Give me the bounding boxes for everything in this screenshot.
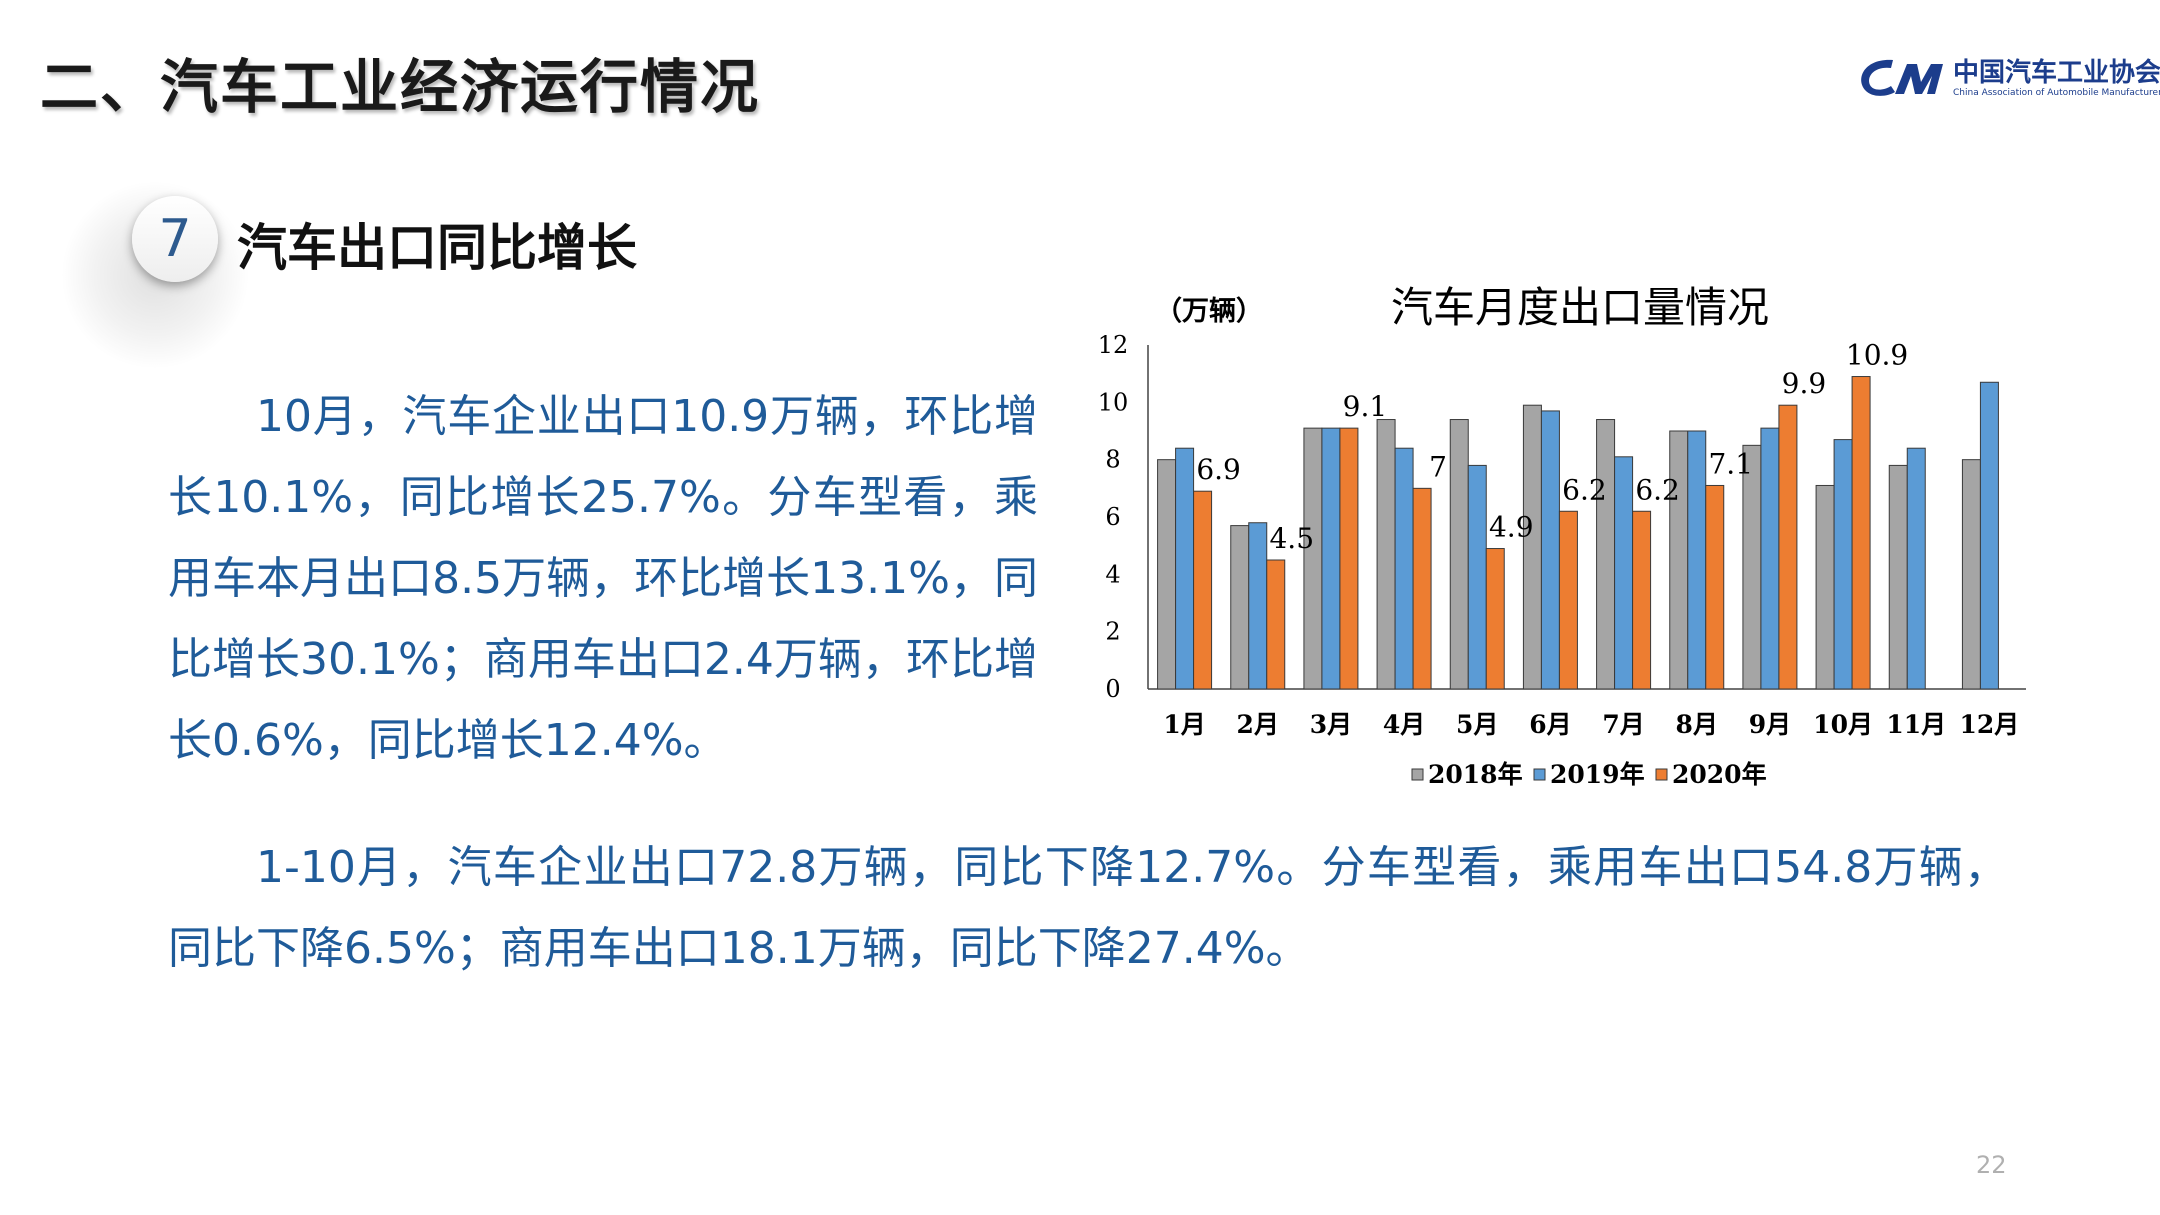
- x-tick-label: 4月: [1383, 710, 1425, 739]
- caam-logo-mark-icon: [1861, 59, 1943, 96]
- page-number: 22: [1976, 1151, 2007, 1179]
- x-tick-label: 2月: [1237, 710, 1279, 739]
- chart-title: 汽车月度出口量情况: [1391, 283, 1769, 332]
- y-tick-label: 2: [1105, 618, 1120, 646]
- x-tick-label: 8月: [1676, 710, 1718, 739]
- bar-2019: [1321, 427, 1341, 690]
- bar-2019: [1175, 447, 1195, 690]
- data-label-2020: 9.9: [1782, 367, 1827, 400]
- bar-2018: [1815, 484, 1835, 690]
- legend-label: 2020年: [1672, 760, 1767, 789]
- bar-2018: [1888, 464, 1908, 690]
- paragraph-jan-oct: 1-10月，汽车企业出口72.8万辆，同比下降12.7%。分车型看，乘用车出口5…: [168, 842, 2008, 974]
- page-title: 二、汽车工业经济运行情况: [40, 53, 761, 121]
- x-tick-label: 5月: [1456, 710, 1498, 739]
- bar-2019: [1760, 427, 1780, 690]
- data-label-2020: 6.9: [1196, 453, 1241, 486]
- chart-unit-label: （万辆）: [1155, 296, 1263, 327]
- bar-2020: [1339, 427, 1359, 690]
- bar-2020: [1266, 559, 1286, 690]
- section-title: 汽车出口同比增长: [237, 219, 637, 277]
- bar-2019: [1467, 464, 1487, 690]
- legend-swatch: [1655, 768, 1668, 781]
- section-number-badge: 7: [132, 196, 218, 282]
- bar-2018: [1742, 444, 1762, 690]
- bar-2020: [1778, 404, 1798, 690]
- bar-2019: [1614, 456, 1634, 690]
- legend-label: 2019年: [1550, 760, 1645, 789]
- bar-2020: [1193, 490, 1213, 690]
- bar-2020: [1412, 487, 1432, 690]
- logo-name-cn: 中国汽车工业协会: [1953, 58, 2160, 88]
- y-tick-label: 0: [1105, 675, 1120, 703]
- bar-2018: [1157, 459, 1177, 690]
- x-tick-label: 12月: [1960, 710, 2020, 739]
- x-tick-label: 9月: [1749, 710, 1791, 739]
- bar-2018: [1230, 525, 1250, 690]
- data-label-2020: 7: [1429, 450, 1447, 483]
- data-label-2020: 7.1: [1708, 447, 1753, 480]
- data-label-2020: 10.9: [1846, 339, 1908, 372]
- bar-2018: [1449, 419, 1469, 690]
- x-tick-label: 6月: [1529, 710, 1571, 739]
- y-tick-label: 8: [1105, 446, 1120, 474]
- y-tick-label: 6: [1105, 503, 1120, 531]
- paragraph-october: 10月，汽车企业出口10.9万辆，环比增长10.1%，同比增长25.7%。分车型…: [168, 391, 1038, 766]
- x-tick-label: 3月: [1310, 710, 1352, 739]
- logo-name-en: China Association of Automobile Manufact…: [1953, 88, 2160, 98]
- y-tick-label: 4: [1105, 560, 1120, 588]
- legend-label: 2018年: [1428, 760, 1523, 789]
- x-tick-label: 11月: [1886, 710, 1946, 739]
- bar-2019: [1687, 430, 1707, 690]
- bar-2019: [1906, 447, 1926, 690]
- bar-2020: [1558, 510, 1578, 690]
- bar-2018: [1669, 430, 1689, 690]
- y-tick-label: 10: [1098, 388, 1129, 416]
- data-label-2020: 6.2: [1635, 473, 1680, 506]
- bar-2018: [1596, 419, 1616, 690]
- bar-2018: [1303, 427, 1323, 690]
- bar-2020: [1632, 510, 1652, 690]
- x-tick-label: 10月: [1813, 710, 1873, 739]
- bar-2020: [1851, 376, 1871, 690]
- data-label-2020: 6.2: [1562, 473, 1607, 506]
- data-label-2020: 9.1: [1343, 390, 1388, 423]
- bar-2019: [1833, 439, 1853, 690]
- bar-2018: [1376, 419, 1396, 690]
- data-label-2020: 4.9: [1489, 511, 1534, 544]
- bar-2019: [1979, 381, 1999, 690]
- bar-2018: [1961, 459, 1981, 690]
- data-label-2020: 4.5: [1269, 522, 1314, 555]
- bar-2018: [1522, 404, 1542, 690]
- x-tick-label: 1月: [1163, 710, 1205, 739]
- bar-2020: [1705, 484, 1725, 690]
- legend-swatch: [1533, 768, 1546, 781]
- caam-logo: 中国汽车工业协会 China Association of Automobile…: [1855, 52, 2160, 107]
- bar-2019: [1394, 447, 1414, 690]
- bar-2020: [1485, 548, 1505, 690]
- legend-swatch: [1411, 768, 1424, 781]
- bar-2019: [1248, 522, 1268, 690]
- y-tick-label: 12: [1098, 331, 1129, 359]
- bar-2019: [1540, 410, 1560, 690]
- x-tick-label: 7月: [1602, 710, 1644, 739]
